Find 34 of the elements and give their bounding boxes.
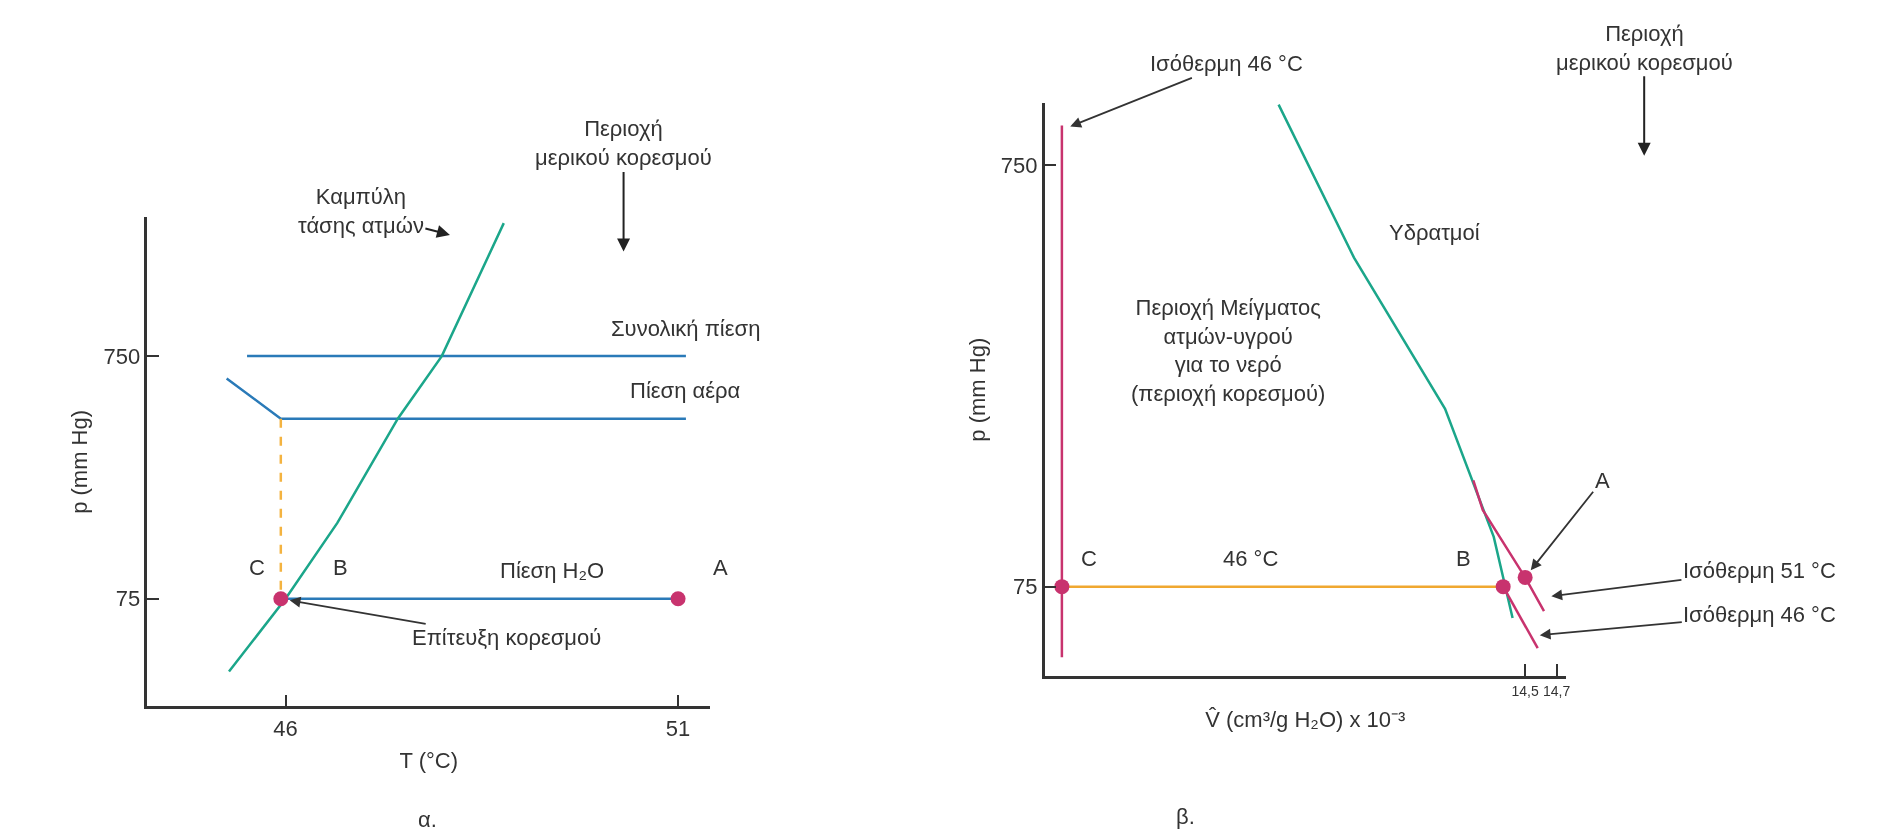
annotation: Συνολική πίεση [611, 316, 761, 341]
annotation: Καμπύλη τάσης ατμών [298, 184, 424, 238]
annotation: C [1081, 546, 1097, 571]
annotation: Υδρατμοί [1389, 220, 1480, 245]
text: α. [418, 807, 437, 832]
x-tick-label: 46 [273, 715, 298, 741]
y-axis-title: p (mm Hg) [964, 337, 990, 442]
annotation: Περιοχή Μείγματος ατμών-υγρού για το νερό (περιοχή κορεσμού) [1131, 295, 1326, 406]
x-tick-label: 51 [665, 715, 691, 741]
annotation: Επίτευξη κορεσμού [412, 625, 602, 650]
annotation: Ισόθερμη 46 °C [1150, 51, 1303, 76]
annotation: Ισόθερμη 46 °C [1683, 602, 1836, 627]
annotation: A [1595, 468, 1610, 493]
y-tick-label: 75 [1012, 574, 1038, 600]
x-tick-label: 14,5 [1511, 682, 1539, 699]
annotation: C [249, 555, 265, 580]
text: β. [1176, 804, 1195, 829]
y-axis-title: p (mm Hg) [67, 409, 93, 514]
x-axis-title: T (°C) [399, 748, 459, 774]
text: Περιοχή μερικού κορεσμού [535, 116, 712, 170]
y-tick-label: 750 [1000, 152, 1038, 178]
annotation: B [333, 555, 348, 580]
x-axis-title: V̂ (cm³/g H₂O) x 10⁻³ [1205, 706, 1406, 732]
annotation: B [1456, 546, 1471, 571]
y-tick-label: 750 [103, 343, 141, 369]
annotation: Πίεση H₂O [500, 558, 605, 583]
x-tick-label: 14,7 [1542, 682, 1571, 699]
annotation: A [713, 555, 728, 580]
y-tick-label: 75 [115, 586, 141, 612]
annotation: Πίεση αέρα [630, 378, 741, 403]
annotation: Ισόθερμη 51 °C [1683, 558, 1836, 583]
text: Περιοχή μερικού κορεσμού [1556, 21, 1733, 75]
line-series [1472, 479, 1546, 613]
annotation: 46 °C [1223, 546, 1279, 571]
